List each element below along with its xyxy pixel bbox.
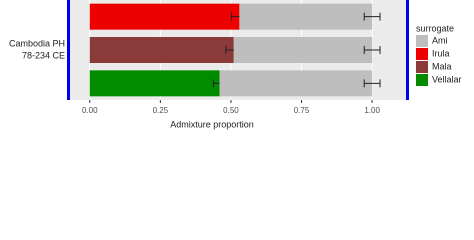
y-group-label: Cambodia PH: [9, 38, 65, 48]
x-tick-label: 0.00: [82, 106, 98, 115]
x-tick-label: 1.00: [364, 106, 380, 115]
bar-segment: [239, 3, 373, 30]
facet-border-right: [406, 0, 409, 100]
bar-segment: [89, 70, 220, 97]
legend-swatch: [416, 35, 428, 47]
legend-label: Irula: [432, 48, 450, 58]
error-bar: [363, 79, 381, 88]
bar-segment: [89, 3, 240, 30]
bar-segment: [233, 37, 373, 63]
legend-title: surrogate: [416, 23, 454, 33]
error-bar: [363, 12, 381, 21]
x-axis-title: Admixture proportion: [170, 119, 254, 129]
x-tick-label: 0.50: [223, 106, 239, 115]
facet-border-left: [67, 0, 70, 100]
x-tick-label: 0.25: [153, 106, 169, 115]
legend-label: Mala: [432, 61, 452, 71]
y-group-label: 78-234 CE: [22, 50, 65, 60]
legend-label: Vellalar: [432, 74, 462, 84]
legend-swatch: [416, 74, 428, 86]
bar-segment: [219, 70, 373, 97]
legend-label: Ami: [432, 35, 448, 45]
chart: Admixture proportion surrogate 0.00 0.25 0…: [9, 0, 462, 129]
legend-swatch: [416, 61, 428, 73]
x-tick-label: 0.75: [294, 106, 310, 115]
legend-swatch: [416, 48, 428, 60]
bar-segment: [89, 37, 234, 63]
error-bar: [363, 46, 381, 54]
